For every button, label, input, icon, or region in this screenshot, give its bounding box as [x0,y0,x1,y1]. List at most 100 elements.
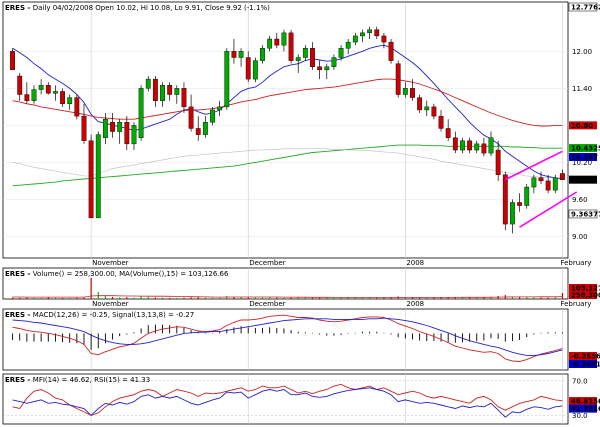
candle-body [388,41,394,61]
candle-body [67,97,73,104]
price-y-tick: 9.60 [572,196,588,204]
candle-body [267,38,273,49]
mfi-rsi-value-tag-bg [569,404,597,413]
mfi-rsi-header-text: MFI(14) = 46.62, RSI(15) = 41.33 [33,376,150,384]
volume-x-label: February [560,300,591,308]
macd-value-tag: -0.2536 [571,353,600,361]
candle-body [10,51,15,71]
mfi-rsi-y-tick: 70.0 [572,377,588,385]
candle-body [402,88,408,95]
macd-series-macd [12,314,563,362]
candle-body [74,97,80,117]
price-value-tag: 12.7762 [571,4,600,12]
candle-body [110,122,115,132]
macd-value-tag: -0.2691 [571,361,600,369]
price-header: ERES - Daily 04/02/2008 Open 10.02, Hi 1… [5,4,270,12]
candle-body [374,29,380,37]
volume-value-tag: 258,300 [571,292,600,300]
price-series-envelope [12,148,563,179]
candle-body [317,66,323,71]
candle-body [31,89,37,101]
candle-body [231,51,237,58]
price-value-tag-bg [569,153,597,162]
candle-body [88,140,94,219]
candle-body [395,63,401,95]
candle-body [38,85,44,90]
candle-body [238,51,244,58]
price-series-ma-50 [12,78,563,127]
price-y-tick: 11.40 [572,85,592,93]
candle-body [352,35,358,43]
macd-header-symbol: ERES - [5,311,33,319]
candle-body [481,143,487,154]
candle-body [467,140,473,151]
macd-series-signal [12,317,563,356]
candle-body [117,122,123,132]
price-header-text: Daily 04/02/2008 Open 10.02, Hi 10.08, L… [33,4,270,12]
price-header-symbol: ERES - [5,4,33,12]
price-x-label: November [92,259,129,267]
candle-body [360,32,365,37]
volume-value-tag: 103,127 [571,285,600,293]
candle-body [560,173,565,180]
candle-body [245,57,251,80]
mfi-rsi-value-tag: 41.3316 [571,405,600,413]
volume-value-tag-bg [569,284,597,292]
candle-body [381,35,387,43]
volume-header: ERES - Volume() = 258,300.00, MA(Volume(… [5,270,229,278]
price-value-tag: 10.4325 [571,145,600,153]
candle-body [288,32,294,61]
candle-body [524,186,530,206]
candle-body [202,122,208,135]
candle-body [181,88,187,108]
candle-body [138,88,144,138]
price-value-tag-bg [568,209,598,219]
mfi-rsi-value-tag-bg [569,397,597,406]
candle-body [438,115,444,129]
candle-body [160,85,165,101]
candle-body [53,91,58,94]
candle-body [452,137,458,151]
price-y-tick: 12.00 [572,48,592,56]
candle-body [517,202,522,206]
candle-body [338,48,344,58]
candle-body [81,115,87,141]
macd-value-tag-bg [569,352,597,360]
price-x-label: 2008 [406,259,424,267]
candle-body [102,119,108,138]
price-value-tag-bg [569,121,597,130]
mfi-rsi-value-tag: 46.6156 [571,398,600,406]
mfi-rsi-header: ERES - MFI(14) = 46.62, RSI(15) = 41.33 [5,376,150,384]
candle-body [424,106,430,111]
candle-body [210,109,215,123]
candle-body [281,32,287,46]
volume-value-tag-bg [569,291,597,299]
volume-x-label: November [92,300,129,308]
candle-body [345,41,351,49]
candle-body [260,48,265,61]
mfi-rsi-panel-frame [2,373,569,425]
price-value-tag-bg [569,144,597,153]
candle-body [124,122,130,145]
candle-body [510,202,515,225]
price-value-tag: 9.36377 [571,210,600,218]
candle-body [495,149,501,175]
candle-body [302,48,308,58]
mfi-rsi-header-symbol: ERES - [5,376,33,384]
macd-panel-frame [2,308,569,371]
mfi-rsi-y-tick: 30.0 [572,412,588,420]
candle-body [531,177,537,188]
macd-value-tag-bg [569,360,597,368]
candle-body [552,177,558,191]
macd-header-text: MACD(12,26) = -0.25, Signal(13,13,8) = -… [33,311,194,319]
macd-header: ERES - MACD(12,26) = -0.25, Signal(13,13… [5,311,194,319]
mfi-rsi-series-mfi [12,383,563,416]
candle-body [367,29,373,34]
candle-body [145,78,151,89]
price-value-tag: 9.92 [571,176,588,184]
candle-body [502,174,508,225]
candle-body [488,137,494,154]
candle-body [474,143,480,151]
price-value-tag-bg [568,2,598,12]
